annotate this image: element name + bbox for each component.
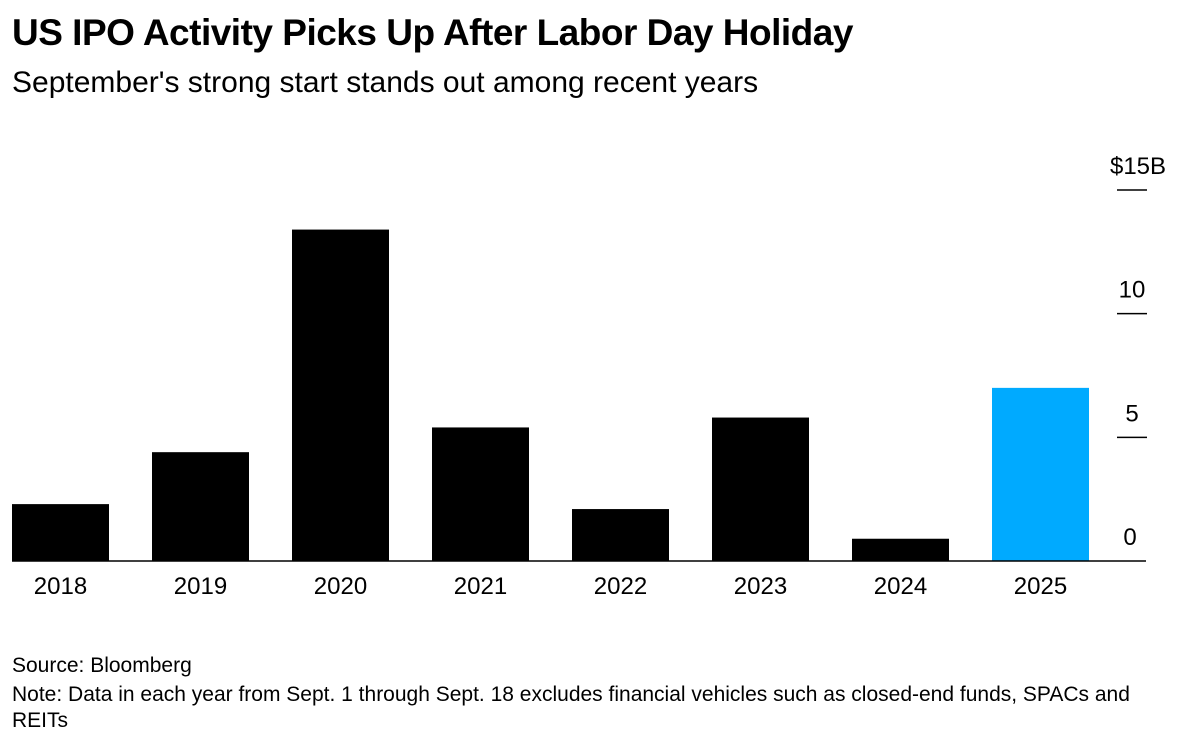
- y-tick-label: 0: [1123, 524, 1136, 551]
- y-tick-label: 5: [1125, 400, 1138, 427]
- source-text: Source: Bloomberg: [12, 654, 192, 677]
- x-tick-label: 2022: [594, 573, 647, 600]
- x-tick-label: 2023: [734, 573, 787, 600]
- bar-2021: [432, 427, 529, 561]
- x-tick-label: 2025: [1014, 573, 1067, 600]
- x-tick-label: 2018: [34, 573, 87, 600]
- bars-group: [12, 229, 1089, 561]
- bar-2022: [572, 509, 669, 561]
- bar-2018: [12, 504, 109, 561]
- chart-subtitle: September's strong start stands out amon…: [12, 66, 759, 99]
- y-tick-label: 10: [1119, 277, 1146, 304]
- x-tick-label: 2019: [174, 573, 227, 600]
- bar-2020: [292, 229, 389, 561]
- x-tick-labels: 2018 2019 2020 2021 2022 2023 2024 2025: [34, 573, 1067, 600]
- y-axis: 0 5 10 $15B: [1110, 153, 1166, 551]
- y-tick-label: $15B: [1110, 153, 1166, 180]
- x-tick-label: 2021: [454, 573, 507, 600]
- bar-2025: [992, 387, 1089, 561]
- x-tick-label: 2024: [874, 573, 927, 600]
- bar-2023: [712, 417, 809, 561]
- bar-2024: [852, 538, 949, 561]
- bar-2019: [152, 452, 249, 561]
- note-text: Note: Data in each year from Sept. 1 thr…: [12, 683, 1130, 732]
- x-tick-label: 2020: [314, 573, 367, 600]
- chart-title: US IPO Activity Picks Up After Labor Day…: [12, 12, 853, 53]
